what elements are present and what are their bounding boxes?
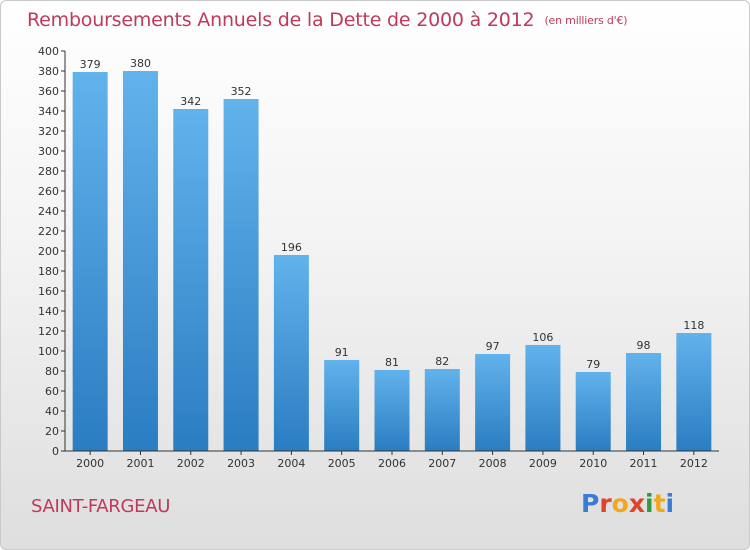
x-axis: 2000 2001 2002 2003 2004 2005 2006 2007 2008 2009… (65, 450, 719, 470)
x-tick-label-2002: 2002 (177, 457, 205, 470)
y-tick-label: 240 (38, 205, 59, 218)
x-tick-label-2012: 2012 (680, 457, 708, 470)
bar-2001 (122, 71, 158, 451)
x-tick-label-2011: 2011 (630, 457, 658, 470)
x-tick-label-2008: 2008 (479, 457, 507, 470)
x-tick-label-2003: 2003 (227, 457, 255, 470)
data-label-2004: 196 (281, 241, 302, 254)
data-label-2002: 342 (180, 95, 201, 108)
x-tick-label-2006: 2006 (378, 457, 406, 470)
logo-letter: P (581, 489, 600, 518)
y-tick-label: 260 (38, 185, 59, 198)
y-tick-label: 20 (45, 425, 59, 438)
y-tick-label: 180 (38, 265, 59, 278)
data-label-2010: 79 (586, 358, 600, 371)
logo-letter: i (645, 489, 654, 518)
data-label-2011: 98 (637, 339, 651, 352)
bar-2007 (424, 369, 460, 451)
y-tick-label: 40 (45, 405, 59, 418)
commune-name: SAINT-FARGEAU (31, 496, 171, 517)
bar-2012 (676, 333, 712, 451)
x-tick-label-2001: 2001 (126, 457, 154, 470)
y-tick-label: 200 (38, 245, 59, 258)
y-tick-label: 60 (45, 385, 59, 398)
y-tick-label: 160 (38, 285, 59, 298)
bar-2000 (72, 72, 108, 451)
bar-2004 (273, 255, 309, 451)
chart-title: Remboursements Annuels de la Dette de 20… (27, 9, 628, 31)
x-tick-label-2009: 2009 (529, 457, 557, 470)
y-tick-label: 120 (38, 325, 59, 338)
data-label-2012: 118 (683, 319, 704, 332)
logo-letter: t (653, 489, 666, 518)
bar-2002 (173, 109, 209, 451)
y-tick-label: 380 (38, 65, 59, 78)
data-label-2001: 380 (130, 57, 151, 70)
bar-2003 (223, 99, 259, 451)
y-tick-label: 360 (38, 85, 59, 98)
y-axis: 0 20 40 60 80 100 120 140 160 180 200 220 240 260 280 3… (38, 45, 66, 458)
logo-letter: r (599, 489, 612, 518)
bar-2009 (525, 345, 561, 451)
y-tick-label: 320 (38, 125, 59, 138)
data-label-2008: 97 (486, 340, 500, 353)
y-tick-label: 340 (38, 105, 59, 118)
y-tick-label: 300 (38, 145, 59, 158)
data-label-2009: 106 (532, 331, 553, 344)
y-tick-label: 0 (52, 445, 59, 458)
data-label-2006: 81 (385, 356, 399, 369)
x-tick-label-2005: 2005 (328, 457, 356, 470)
data-label-2003: 352 (231, 85, 252, 98)
y-tick-label: 220 (38, 225, 59, 238)
bars: 379 380 342 352 196 91 81 82 97 106 79 98 118 (72, 57, 712, 451)
bar-2010 (575, 372, 611, 451)
logo-letter: x (628, 489, 645, 518)
bar-2005 (324, 360, 360, 451)
data-label-2000: 379 (80, 58, 101, 71)
x-tick-label-2000: 2000 (76, 457, 104, 470)
logo-letter: i (665, 489, 675, 518)
data-label-2007: 82 (435, 355, 449, 368)
y-tick-label: 80 (45, 365, 59, 378)
y-tick-label: 100 (38, 345, 59, 358)
x-tick-label-2010: 2010 (579, 457, 607, 470)
x-tick-label-2004: 2004 (277, 457, 305, 470)
bar-2006 (374, 370, 410, 451)
logo-letter: o (611, 489, 629, 518)
chart-unit: (en milliers d'€) (544, 14, 628, 27)
x-tick-label-2007: 2007 (428, 457, 456, 470)
chart-title-text: Remboursements Annuels de la Dette de 20… (27, 9, 535, 31)
bar-2008 (475, 354, 511, 451)
y-tick-label: 280 (38, 165, 59, 178)
data-label-2005: 91 (335, 346, 349, 359)
y-tick-label: 400 (38, 45, 59, 58)
proxiti-logo[interactable]: Proxiti (581, 489, 674, 518)
bar-2011 (626, 353, 662, 451)
y-tick-label: 140 (38, 305, 59, 318)
